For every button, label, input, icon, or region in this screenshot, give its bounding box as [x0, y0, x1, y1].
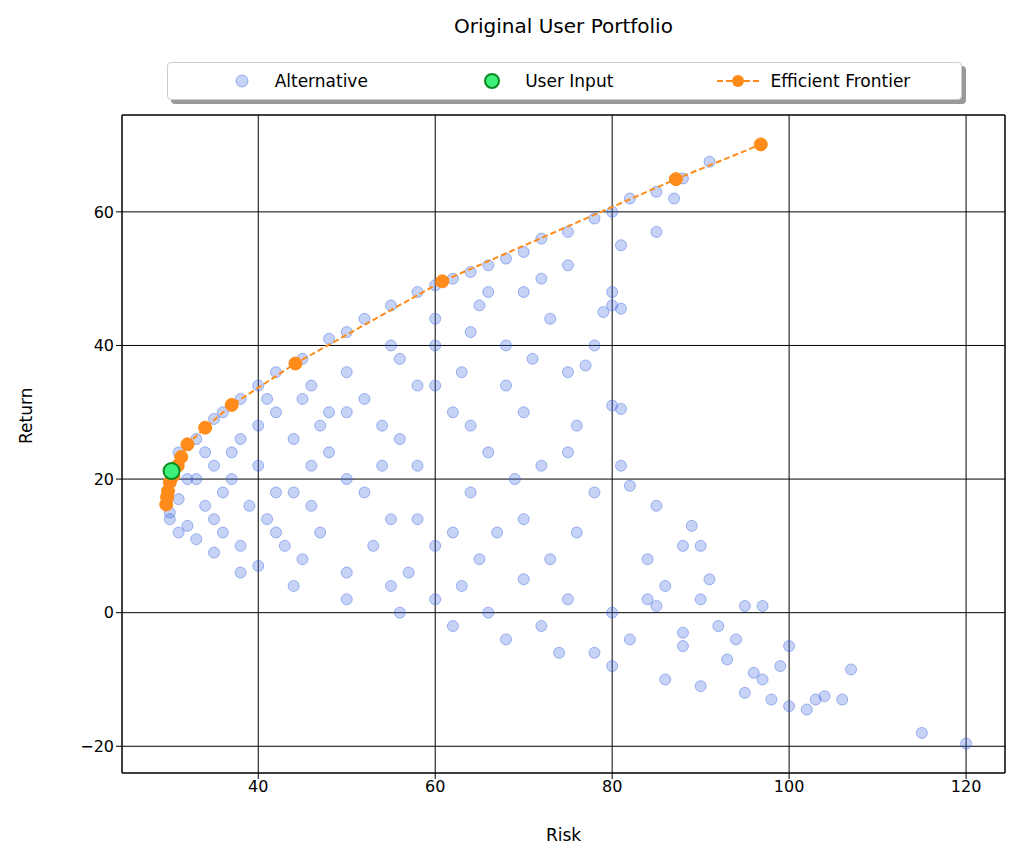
- html-text:User Input: User Input: [525, 71, 614, 91]
- svg-text:20: 20: [94, 470, 114, 489]
- html-text:Alternative: Alternative: [274, 71, 368, 91]
- svg-text:Return: Return: [16, 388, 36, 444]
- svg-text:80: 80: [602, 777, 622, 796]
- svg-text:100: 100: [774, 777, 805, 796]
- svg-text:−20: −20: [80, 737, 114, 756]
- svg-text:0: 0: [104, 603, 114, 622]
- svg-text:60: 60: [94, 203, 114, 222]
- svg-text:Risk: Risk: [546, 825, 581, 845]
- svg-text:40: 40: [248, 777, 268, 796]
- svg-text:40: 40: [94, 336, 114, 355]
- svg-text:60: 60: [425, 777, 445, 796]
- html-text:Original User Portfolio: Original User Portfolio: [454, 14, 673, 38]
- html-text:Efficient Frontier: Efficient Frontier: [770, 71, 911, 91]
- svg-text:120: 120: [951, 777, 982, 796]
